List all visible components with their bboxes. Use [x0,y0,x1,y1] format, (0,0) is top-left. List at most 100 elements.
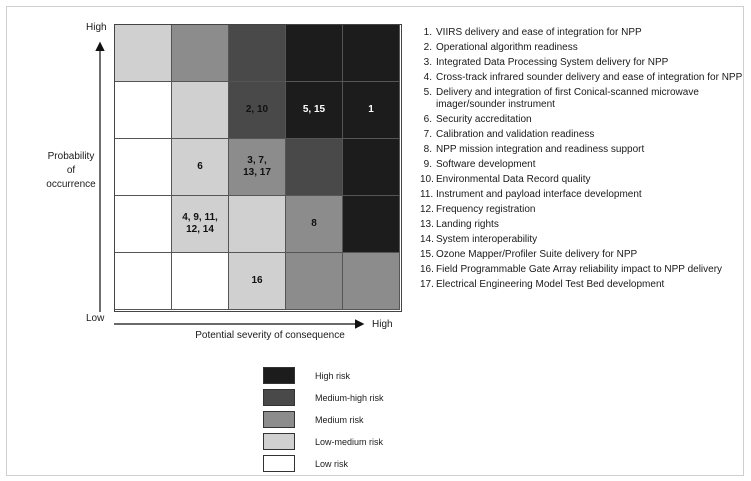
risk-matrix: 2, 10 5, 15 1 6 3, 7, 13, 17 4, 9, 11, 12, 14… [114,24,402,312]
risk-item-number: 2. [423,42,432,53]
matrix-cell [229,25,286,82]
risk-item-text: VIIRS delivery and ease of integration f… [436,27,642,38]
risk-item-number: 10. [420,174,434,185]
risk-item: 14. System interoperability [420,234,746,246]
matrix-cell [229,196,286,253]
legend-entry: Medium-high risk [263,389,384,406]
risk-legend: High risk Medium-high risk Medium risk Low-… [263,367,384,477]
y-axis-title: Probability of occurrence [46,151,96,190]
legend-swatch [263,433,295,450]
matrix-cell [343,253,400,310]
risk-item: 5. Delivery and integration of first Coni… [420,87,746,111]
matrix-cell [172,253,229,310]
risk-item-text: Electrical Engineering Model Test Bed de… [436,279,665,290]
risk-item-text: Field Programmable Gate Array reliabilit… [436,264,723,275]
risk-item-text: Cross-track infrared sounder delivery an… [436,72,743,83]
legend-swatch [263,367,295,384]
risk-item: 12. Frequency registration [420,204,746,216]
matrix-cell: 6 [172,139,229,196]
risk-item-number: 3. [423,57,432,68]
figure-frame [6,6,744,476]
risk-item-text: Operational algorithm readiness [436,42,578,53]
matrix-cell [172,25,229,82]
risk-item: 16. Field Programmable Gate Array reliabi… [420,264,746,276]
matrix-cell [115,139,172,196]
legend-swatch [263,455,295,472]
risk-item-text: Frequency registration [436,204,536,215]
risk-item: 10. Environmental Data Record quality [420,174,746,186]
matrix-cell [115,196,172,253]
legend-label: High risk [315,370,351,381]
legend-entry: Low risk [263,455,384,472]
matrix-cell [115,82,172,139]
risk-item-text: Software development [436,159,536,170]
risk-item-number: 4. [423,72,432,83]
matrix-cell [115,25,172,82]
risk-item: 4. Cross-track infrared sounder delivery … [420,72,746,84]
risk-item: 13. Landing rights [420,219,746,231]
risk-item: 9. Software development [420,159,746,171]
legend-entry: Medium risk [263,411,384,428]
matrix-cell [286,25,343,82]
matrix-cell [343,196,400,253]
legend-label: Low-medium risk [315,436,384,447]
risk-item-number: 6. [423,114,432,125]
risk-item: 7. Calibration and validation readiness [420,129,746,141]
risk-item: 1. VIIRS delivery and ease of integration… [420,27,746,39]
risk-item-number: 17. [420,279,434,290]
risk-item-text: Ozone Mapper/Profiler Suite delivery for… [436,249,638,260]
legend-label: Medium risk [315,414,364,425]
risk-item-number: 7. [423,129,432,140]
matrix-cell [172,82,229,139]
matrix-cell: 8 [286,196,343,253]
matrix-cell [286,253,343,310]
risk-item-text: Delivery and integration of first Conica… [436,87,699,110]
risk-item-text: Landing rights [436,219,499,230]
matrix-cell: 5, 15 [286,82,343,139]
risk-item-text: Integrated Data Processing System delive… [436,57,669,68]
legend-entry: Low-medium risk [263,433,384,450]
legend-entry: High risk [263,367,384,384]
legend-swatch [263,411,295,428]
matrix-cell: 1 [343,82,400,139]
risk-item: 3. Integrated Data Processing System deli… [420,57,746,69]
x-axis-title: Potential severity of consequence [195,330,345,341]
risk-item-number: 9. [423,159,432,170]
risk-item: 2. Operational algorithm readiness [420,42,746,54]
matrix-cell [343,139,400,196]
matrix-cell: 16 [229,253,286,310]
matrix-cell [343,25,400,82]
matrix-cell [115,253,172,310]
risk-item-text: Environmental Data Record quality [436,174,591,185]
legend-label: Medium-high risk [315,392,384,403]
risk-item-number: 15. [420,249,434,260]
risk-item: 11. Instrument and payload interface deve… [420,189,746,201]
risk-item-number: 8. [423,144,432,155]
risk-item-list: 1. VIIRS delivery and ease of integration… [420,27,746,294]
matrix-cell: 2, 10 [229,82,286,139]
risk-item-number: 1. [423,27,432,38]
matrix-cell: 4, 9, 11, 12, 14 [172,196,229,253]
y-axis-high-label: High [86,22,107,33]
risk-item-number: 12. [420,204,434,215]
risk-item-number: 14. [420,234,434,245]
risk-item-text: Security accreditation [436,114,532,125]
risk-item-text: Instrument and payload interface develop… [436,189,642,200]
risk-item: 6. Security accreditation [420,114,746,126]
matrix-cell: 3, 7, 13, 17 [229,139,286,196]
risk-item-text: Calibration and validation readiness [436,129,595,140]
risk-item-number: 13. [420,219,434,230]
risk-item: 15. Ozone Mapper/Profiler Suite delivery … [420,249,746,261]
matrix-cell [286,139,343,196]
risk-item-number: 16. [420,264,434,275]
risk-item: 17. Electrical Engineering Model Test Bed… [420,279,746,291]
y-axis-low-label: Low [86,313,105,324]
risk-item: 8. NPP mission integration and readiness … [420,144,746,156]
risk-item-number: 5. [423,87,432,98]
legend-swatch [263,389,295,406]
risk-item-text: System interoperability [436,234,538,245]
legend-label: Low risk [315,458,349,469]
risk-item-text: NPP mission integration and readiness su… [436,144,645,155]
x-axis-high-label: High [372,319,393,330]
